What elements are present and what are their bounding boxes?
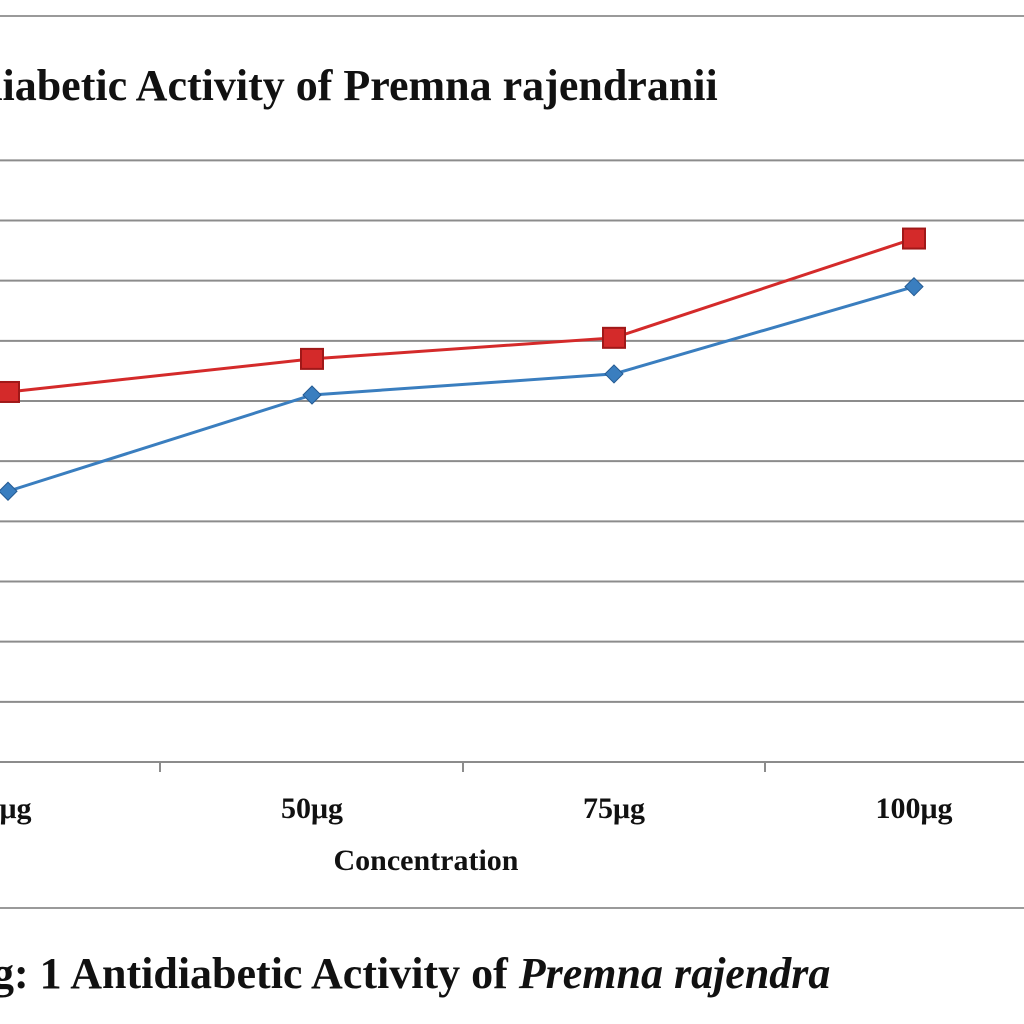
chart-title-text: diabetic Activity of Premna rajendranii [0, 61, 718, 110]
figure-caption: g: 1 Antidiabetic Activity of Premna raj… [0, 948, 1024, 1008]
series-point [302, 385, 322, 405]
series-line [7, 285, 915, 493]
series-point [604, 364, 624, 384]
x-axis-title: Concentration [333, 844, 519, 877]
series-point [0, 380, 20, 403]
caption-prefix: g: 1 Antidiabetic Activity of [0, 949, 519, 998]
chart-title: diabetic Activity of Premna rajendranii [0, 60, 1000, 111]
x-tick-label: 50μg [281, 792, 343, 825]
series-point [602, 326, 626, 349]
x-tick-label: 5μg [0, 792, 32, 825]
series-point [902, 227, 926, 250]
series-point [0, 481, 18, 501]
x-tick-label: 75μg [583, 792, 645, 825]
caption-species: Premna rajendra [518, 949, 831, 998]
series-point [904, 276, 924, 297]
x-tick-label: 100μg [875, 792, 952, 825]
series-line [7, 237, 915, 394]
series-point [300, 347, 324, 370]
